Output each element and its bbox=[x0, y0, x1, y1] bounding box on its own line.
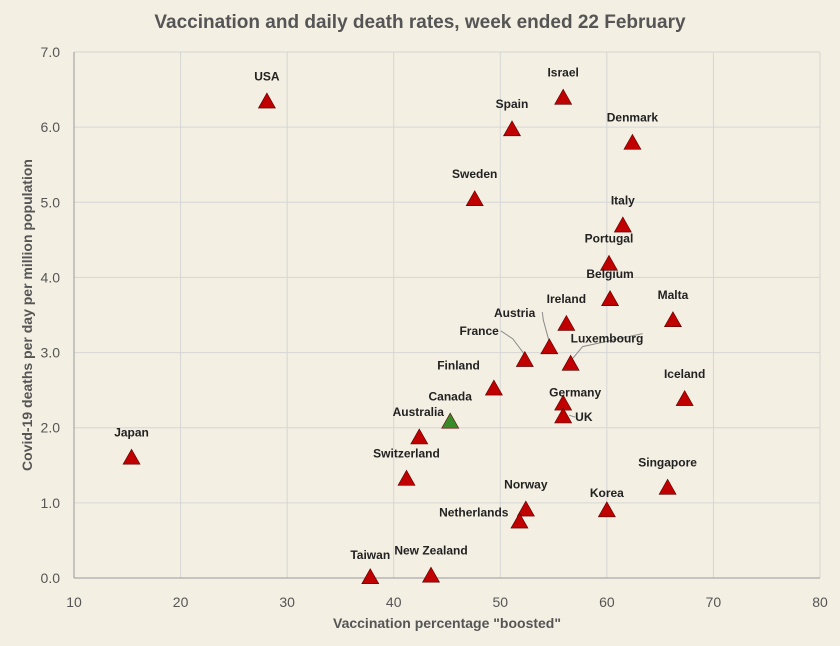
chart-title: Vaccination and daily death rates, week … bbox=[154, 12, 686, 33]
data-point-label: Sweden bbox=[452, 167, 497, 181]
data-point-label: France bbox=[459, 324, 499, 338]
data-point-label: New Zealand bbox=[394, 543, 467, 557]
data-point-marker bbox=[257, 92, 276, 109]
data-point-marker bbox=[361, 568, 380, 585]
x-tick-label: 30 bbox=[279, 594, 295, 610]
label-leader-line bbox=[541, 312, 550, 343]
data-points bbox=[122, 88, 694, 585]
data-point-label: USA bbox=[254, 69, 280, 83]
x-tick-label: 20 bbox=[173, 594, 189, 610]
y-tick-label: 3.0 bbox=[41, 345, 61, 361]
data-point-marker bbox=[421, 566, 441, 583]
label-leader-line bbox=[569, 414, 576, 418]
x-axis-title: Vaccination percentage "boosted" bbox=[333, 615, 561, 631]
data-point-marker bbox=[516, 500, 535, 517]
y-tick-label: 0.0 bbox=[41, 570, 61, 586]
data-point-marker bbox=[658, 478, 677, 495]
y-tick-label: 6.0 bbox=[41, 119, 61, 135]
data-point-marker bbox=[397, 469, 416, 486]
label-leader-line bbox=[500, 330, 526, 356]
x-tick-label: 80 bbox=[812, 594, 828, 610]
data-point-label: Switzerland bbox=[373, 447, 440, 461]
label-connectors bbox=[500, 312, 643, 418]
data-point-label: Spain bbox=[496, 97, 529, 111]
data-point-marker bbox=[561, 354, 580, 371]
y-tick-label: 4.0 bbox=[41, 269, 61, 285]
data-point-marker bbox=[484, 379, 503, 396]
data-point-marker bbox=[597, 501, 616, 518]
data-point-marker bbox=[465, 190, 484, 207]
data-point-label: Netherlands bbox=[439, 505, 509, 519]
data-point-marker bbox=[122, 448, 141, 465]
data-point-label: Denmark bbox=[607, 111, 659, 125]
data-point-label: Luxembourg bbox=[571, 332, 644, 346]
data-point-label: Germany bbox=[549, 385, 601, 399]
y-tick-label: 1.0 bbox=[41, 495, 61, 511]
data-point-label: Belgium bbox=[586, 267, 633, 281]
data-point-label: Italy bbox=[611, 193, 635, 207]
data-point-marker bbox=[675, 390, 694, 406]
axes bbox=[73, 52, 820, 579]
data-point-marker bbox=[410, 428, 429, 445]
x-tick-label: 70 bbox=[706, 594, 722, 610]
data-point-label: Norway bbox=[504, 477, 548, 491]
data-point-marker bbox=[510, 512, 529, 529]
data-point-marker bbox=[557, 314, 576, 331]
data-point-label: Ireland bbox=[547, 292, 586, 306]
data-point-label: Singapore bbox=[638, 456, 697, 470]
data-point-label: Canada bbox=[429, 389, 473, 403]
data-point-label: Austria bbox=[494, 306, 536, 320]
y-tick-label: 2.0 bbox=[41, 420, 61, 436]
data-point-label: Australia bbox=[393, 405, 445, 419]
data-point-marker bbox=[623, 133, 642, 150]
data-point-marker bbox=[502, 120, 522, 137]
grid bbox=[74, 51, 821, 578]
data-point-label: Portugal bbox=[585, 232, 634, 246]
data-point-marker bbox=[554, 407, 573, 424]
data-point-marker bbox=[663, 311, 682, 328]
data-point-marker bbox=[613, 216, 632, 233]
y-tick-label: 7.0 bbox=[41, 44, 61, 60]
x-tick-label: 60 bbox=[599, 594, 615, 610]
point-labels: USA Israel Spain Denmark Sweden Italy Portugal… bbox=[114, 66, 705, 562]
data-point-label: UK bbox=[575, 410, 593, 424]
data-point-label: Malta bbox=[658, 288, 689, 302]
data-point-marker bbox=[554, 88, 573, 105]
x-tick-label: 40 bbox=[386, 594, 402, 610]
y-tick-labels: 0.0 1.0 2.0 3.0 4.0 5.0 6.0 7.0 bbox=[41, 44, 61, 586]
x-tick-label: 10 bbox=[66, 594, 82, 610]
label-leader-line bbox=[572, 333, 643, 359]
data-point-marker bbox=[599, 254, 619, 271]
x-tick-labels: 10 20 30 40 50 60 70 80 bbox=[66, 594, 828, 610]
x-tick-label: 50 bbox=[492, 594, 508, 610]
data-point-label: Israel bbox=[547, 66, 578, 80]
data-point-marker bbox=[601, 290, 620, 306]
data-point-label: Iceland bbox=[664, 367, 705, 381]
data-point-marker bbox=[540, 338, 559, 355]
y-axis-title: Covid-19 deaths per day per million popu… bbox=[19, 159, 35, 471]
data-point-label: Finland bbox=[437, 358, 480, 372]
data-point-marker bbox=[441, 412, 460, 429]
data-point-label: Korea bbox=[590, 486, 624, 500]
data-point-label: Japan bbox=[114, 426, 149, 440]
data-point-marker bbox=[515, 350, 534, 367]
data-point-label: Taiwan bbox=[350, 548, 390, 562]
y-tick-label: 5.0 bbox=[41, 194, 61, 210]
